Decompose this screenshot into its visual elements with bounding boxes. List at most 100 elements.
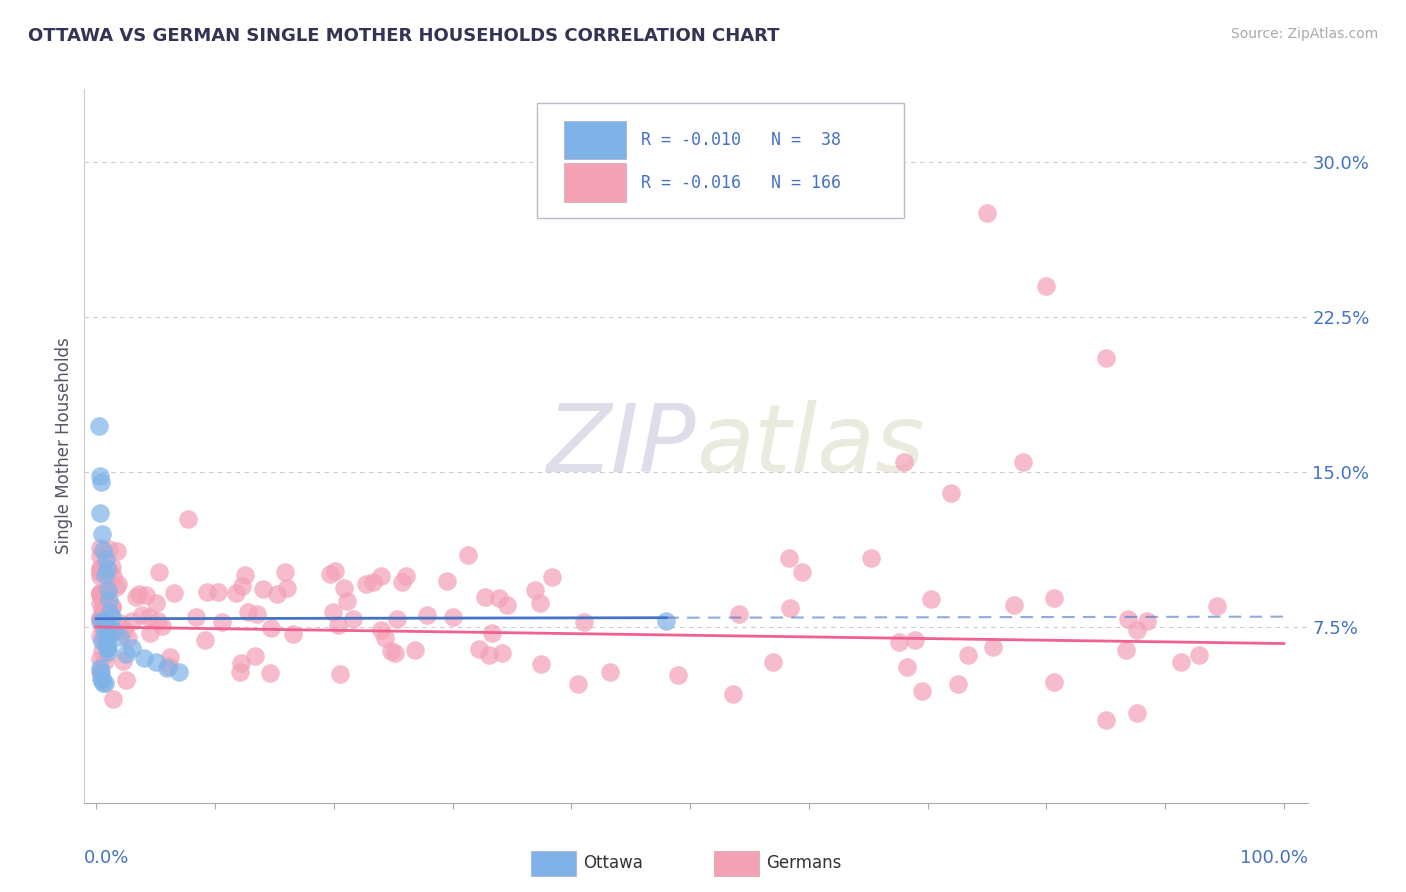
Point [495,598,517,612]
Point [93,562,115,576]
Point [97,582,120,597]
Point [259,666,281,681]
Point [105,544,128,558]
Point [101,624,124,639]
Point [333,582,356,596]
Point [89,568,111,582]
Point [112,624,135,638]
Point [117,631,139,645]
Point [778,550,800,565]
Text: OTTAWA VS GERMAN SINGLE MOTHER HOUSEHOLDS CORRELATION CHART: OTTAWA VS GERMAN SINGLE MOTHER HOUSEHOLD… [28,27,779,45]
Point [229,656,252,670]
Point [93,568,115,582]
Point [91,607,114,622]
Point [260,622,283,636]
Point [89,612,111,626]
Point [229,665,252,679]
Point [374,631,396,645]
Point [98,593,121,607]
Point [457,548,479,562]
Point [93,614,115,628]
Point [91,602,114,616]
Point [252,582,274,597]
Point [96,640,118,655]
Point [762,655,785,669]
Point [91,672,114,686]
Point [159,649,181,664]
Point [150,619,173,633]
Point [169,665,191,680]
Point [96,586,118,600]
Point [384,646,406,660]
Text: Germans: Germans [766,855,842,872]
Point [87,419,110,434]
Point [441,610,464,624]
Point [380,644,402,658]
Point [89,611,111,625]
Point [1188,648,1211,662]
Point [93,676,115,690]
Point [904,632,927,647]
Point [145,596,167,610]
Point [97,640,120,655]
Text: R = -0.016   N = 166: R = -0.016 N = 166 [641,174,841,192]
Text: Ottawa: Ottawa [583,855,644,872]
Point [108,630,131,644]
Point [138,610,160,624]
Point [233,568,256,582]
Point [91,644,114,658]
Point [207,585,229,599]
Point [163,586,186,600]
Point [941,485,963,500]
Point [323,565,346,579]
Point [90,619,112,633]
Point [90,665,112,680]
Point [243,649,266,664]
Point [89,561,111,575]
Point [395,569,418,583]
Point [184,610,207,624]
Point [89,661,111,675]
Point [1170,655,1192,669]
Point [89,469,111,483]
Point [274,566,297,580]
Point [478,648,501,663]
Text: atlas: atlas [696,401,924,491]
Point [89,541,111,555]
Point [96,618,118,632]
Point [108,616,131,631]
Point [139,626,162,640]
Point [283,626,305,640]
Point [90,614,112,628]
Point [354,577,377,591]
Point [1095,713,1118,727]
Point [96,640,118,655]
Point [893,454,915,468]
Point [948,677,970,691]
Point [474,591,496,605]
Point [1205,599,1227,613]
Point [89,615,111,629]
Point [89,596,111,610]
Point [1094,351,1116,365]
Point [121,614,143,628]
Point [1125,706,1147,720]
Point [1116,611,1139,625]
Point [779,601,801,615]
Point [276,581,298,595]
Point [567,677,589,691]
Point [1035,278,1057,293]
Point [488,591,510,605]
Point [89,652,111,666]
Point [342,612,364,626]
Point [976,206,998,220]
Point [121,640,143,655]
Point [231,579,253,593]
Point [125,590,148,604]
Point [107,576,129,591]
Point [177,512,200,526]
Point [98,542,121,557]
Point [94,620,117,634]
Point [981,640,1004,654]
Point [135,588,157,602]
